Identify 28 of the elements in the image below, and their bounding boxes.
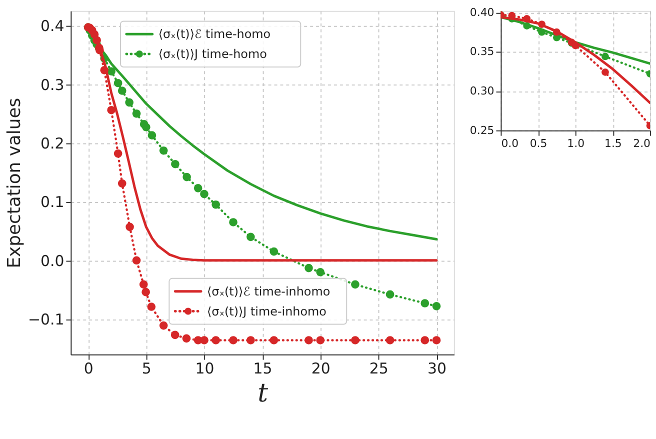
x-tick-label: 1.5: [604, 136, 622, 150]
y-axis-title: Expectation values: [4, 98, 25, 268]
x-tick-label: 30: [428, 360, 446, 378]
x-tick-label: 0: [84, 360, 94, 378]
x-tick-label: 15: [253, 360, 272, 378]
legend-label: ⟨σₓ(t)⟩ℰ time-homo: [158, 27, 271, 42]
x-tick-label: 0.5: [530, 136, 548, 150]
x-tick-label: 25: [369, 360, 388, 378]
x-tick-label: 20: [311, 360, 330, 378]
y-tick-label: 0.0: [40, 252, 64, 270]
x-tick-label: 2.0: [633, 136, 651, 150]
y-tick-label: 0.25: [470, 124, 494, 137]
y-tick-label: 0.2: [40, 134, 64, 152]
y-tick-label: 0.30: [470, 84, 494, 98]
x-tick-label: 1.0: [567, 136, 585, 150]
y-tick-label: 0.40: [470, 6, 494, 19]
y-tick-label: 0.35: [470, 45, 494, 58]
legend-label: ⟨σₓ(t)⟩J time-homo: [158, 47, 267, 62]
legend-label: ⟨σₓ(t)⟩J time-inhomo: [207, 304, 326, 318]
x-tick-label: 5: [142, 360, 152, 378]
legend-label: ⟨σₓ(t)⟩ℰ time-inhomo: [207, 284, 330, 298]
x-axis-title: t: [258, 378, 269, 409]
x-tick-label: 0.0: [501, 136, 519, 150]
y-tick-label: 0.4: [40, 17, 64, 36]
y-tick-label: 0.1: [40, 193, 64, 212]
y-tick-label: 0.3: [40, 76, 64, 94]
x-tick-label: 10: [195, 360, 214, 378]
y-tick-label: −0.1: [28, 310, 64, 329]
